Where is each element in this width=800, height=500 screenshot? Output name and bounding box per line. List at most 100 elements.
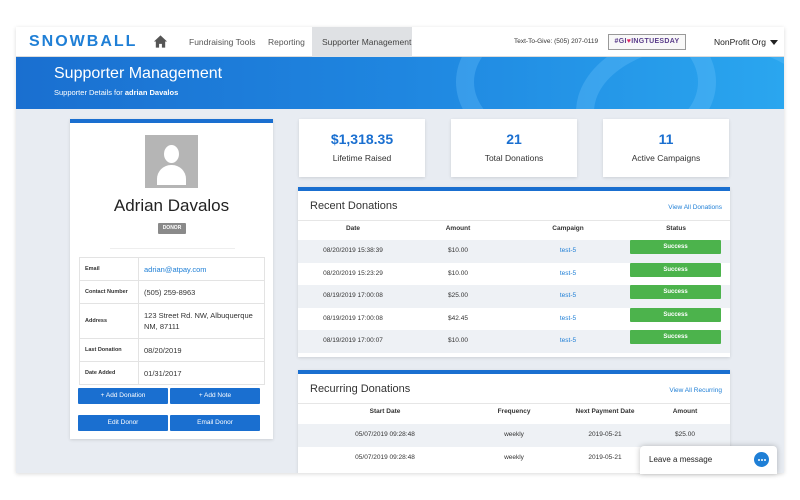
subtitle-donor-name: adrian Davalos <box>124 88 179 97</box>
table-row: 08/19/2019 17:00:08 $25.00 test-5 Succes… <box>298 285 730 308</box>
start-date: 05/07/2019 09:28:48 <box>355 431 415 438</box>
donor-badge: DONOR <box>158 223 186 234</box>
leave-message-widget[interactable]: Leave a message <box>640 446 777 474</box>
campaign-link[interactable]: test-5 <box>559 269 577 277</box>
add-note-button[interactable]: + Add Note <box>170 388 260 404</box>
giving-tuesday-suffix: INGTUESDAY <box>631 38 680 45</box>
chat-label: Leave a message <box>649 455 713 464</box>
donation-amount: $10.00 <box>448 337 468 344</box>
field-label: Last Donation <box>79 338 139 362</box>
view-all-recurring-link[interactable]: View All Recurring <box>669 387 722 394</box>
stat-value: 11 <box>658 131 674 147</box>
start-date: 05/07/2019 09:28:48 <box>355 453 415 461</box>
banner-decoration <box>576 57 784 109</box>
app-window: SNOWBALL Fundraising Tools Reporting Sup… <box>16 27 784 473</box>
status-badge: Success <box>630 262 721 277</box>
campaign-link[interactable]: test-5 <box>559 337 577 344</box>
stat-value: 21 <box>506 131 522 147</box>
address: 123 Street Rd. NW, Albuquerque NM, 87111 <box>138 303 265 339</box>
caret-down-icon <box>769 40 778 46</box>
campaign-link[interactable]: test-5 <box>559 314 577 322</box>
add-donation-button[interactable]: + Add Donation <box>78 388 168 404</box>
heart-icon: ♥ <box>626 38 632 45</box>
table-row: 08/19/2019 17:00:08 $42.45 test-5 Succes… <box>298 307 730 331</box>
recent-donations-panel: Recent Donations View All Donations Date… <box>298 187 730 357</box>
donor-profile-card: Adrian Davalos DONOR Email adrian@atpay.c… <box>70 119 273 439</box>
avatar <box>145 135 198 188</box>
field-label: Contact Number <box>79 280 139 304</box>
snowball-logo[interactable]: SNOWBALL <box>29 33 138 50</box>
donation-date: 08/19/2019 17:00:07 <box>323 337 383 344</box>
stat-label: Lifetime Raised <box>332 153 392 163</box>
table-row: 08/20/2019 15:38:39 $10.00 test-5 Succes… <box>298 240 730 263</box>
nav-supporter-management[interactable]: Supporter Management <box>312 27 412 57</box>
divider <box>110 248 235 249</box>
donation-date: 08/19/2019 17:00:08 <box>323 314 383 322</box>
table-row: 05/07/2019 09:28:48 weekly 2019-05-21 <box>298 447 730 470</box>
stat-value: $1,318.35 <box>330 131 394 147</box>
email-link[interactable]: adrian@atpay.com <box>138 257 265 281</box>
stat-total-donations: 21 Total Donations <box>451 119 577 177</box>
column-header: Date <box>345 225 361 232</box>
view-all-donations-link[interactable]: View All Donations <box>668 204 722 211</box>
status-badge: Success <box>630 240 721 254</box>
next-payment-date: 2019-05-21 <box>588 431 622 438</box>
email-donor-button[interactable]: Email Donor <box>170 415 260 431</box>
table-row: 05/07/2019 09:28:48 weekly 2019-05-21 $2… <box>298 424 730 447</box>
frequency: weekly <box>504 431 524 438</box>
table-row: 08/20/2019 15:23:29 $10.00 test-5 Succes… <box>298 262 730 286</box>
nav-fundraising-tools[interactable]: Fundraising Tools <box>189 37 256 47</box>
table-header: Start Date Frequency Next Payment Date A… <box>298 408 730 422</box>
divider <box>298 220 730 221</box>
recurring-amount: $25.00 <box>675 431 695 438</box>
status-badge: Success <box>630 330 721 344</box>
column-header: Status <box>666 225 686 232</box>
column-header: Campaign <box>552 225 584 232</box>
status-badge: Success <box>630 307 721 322</box>
frequency: weekly <box>504 453 524 461</box>
stat-active-campaigns: 11 Active Campaigns <box>603 119 729 177</box>
column-header: Amount <box>445 225 471 232</box>
field-label: Address <box>79 303 139 339</box>
org-dropdown[interactable]: NonProfit Org <box>714 27 778 57</box>
field-label: Email <box>79 257 139 281</box>
giving-tuesday-prefix: #GI <box>614 38 627 45</box>
table-header: Date Amount Campaign Status <box>298 225 730 239</box>
nav-reporting[interactable]: Reporting <box>268 37 305 47</box>
contact-number: (505) 259-8963 <box>138 280 265 304</box>
date-added: 01/31/2017 <box>138 361 265 385</box>
giving-tuesday-badge[interactable]: #GI♥INGTUESDAY <box>608 34 686 50</box>
status-badge: Success <box>630 285 721 299</box>
donation-date: 08/19/2019 17:00:08 <box>323 292 383 299</box>
divider <box>298 403 730 404</box>
donation-date: 08/20/2019 15:23:29 <box>323 269 383 277</box>
field-label: Date Added <box>79 361 139 385</box>
table-row: 08/19/2019 17:00:07 $10.00 test-5 Succes… <box>298 330 730 353</box>
donation-amount: $10.00 <box>448 269 468 277</box>
page-subtitle: Supporter Details for adrian Davalos <box>54 88 178 97</box>
donor-name: Adrian Davalos <box>113 196 230 215</box>
stat-label: Active Campaigns <box>631 153 701 163</box>
home-icon[interactable] <box>153 34 168 49</box>
top-navigation: SNOWBALL Fundraising Tools Reporting Sup… <box>16 27 784 57</box>
edit-donor-button[interactable]: Edit Donor <box>78 415 168 431</box>
donation-amount: $25.00 <box>448 292 468 299</box>
campaign-link[interactable]: test-5 <box>559 247 577 254</box>
column-header: Next Payment Date <box>575 408 635 415</box>
page-title: Supporter Management <box>54 65 223 82</box>
panel-title: Recurring Donations <box>310 383 411 395</box>
org-name: NonProfit Org <box>714 37 766 47</box>
donation-date: 08/20/2019 15:38:39 <box>323 247 383 254</box>
subtitle-prefix: Supporter Details for <box>54 88 123 97</box>
donation-amount: $10.00 <box>448 247 468 254</box>
chat-bubble-icon[interactable] <box>754 452 769 467</box>
campaign-link[interactable]: test-5 <box>559 292 577 299</box>
text-to-give-number: Text-To-Give: (505) 207-0119 <box>514 38 599 45</box>
next-payment-date: 2019-05-21 <box>588 453 622 461</box>
donation-amount: $42.45 <box>448 314 468 322</box>
stat-lifetime-raised: $1,318.35 Lifetime Raised <box>299 119 425 177</box>
stat-label: Total Donations <box>484 153 544 163</box>
column-header: Start Date <box>369 408 401 415</box>
panel-title: Recent Donations <box>310 200 398 212</box>
donor-info-table: Email adrian@atpay.com Contact Number (505… <box>79 257 265 385</box>
